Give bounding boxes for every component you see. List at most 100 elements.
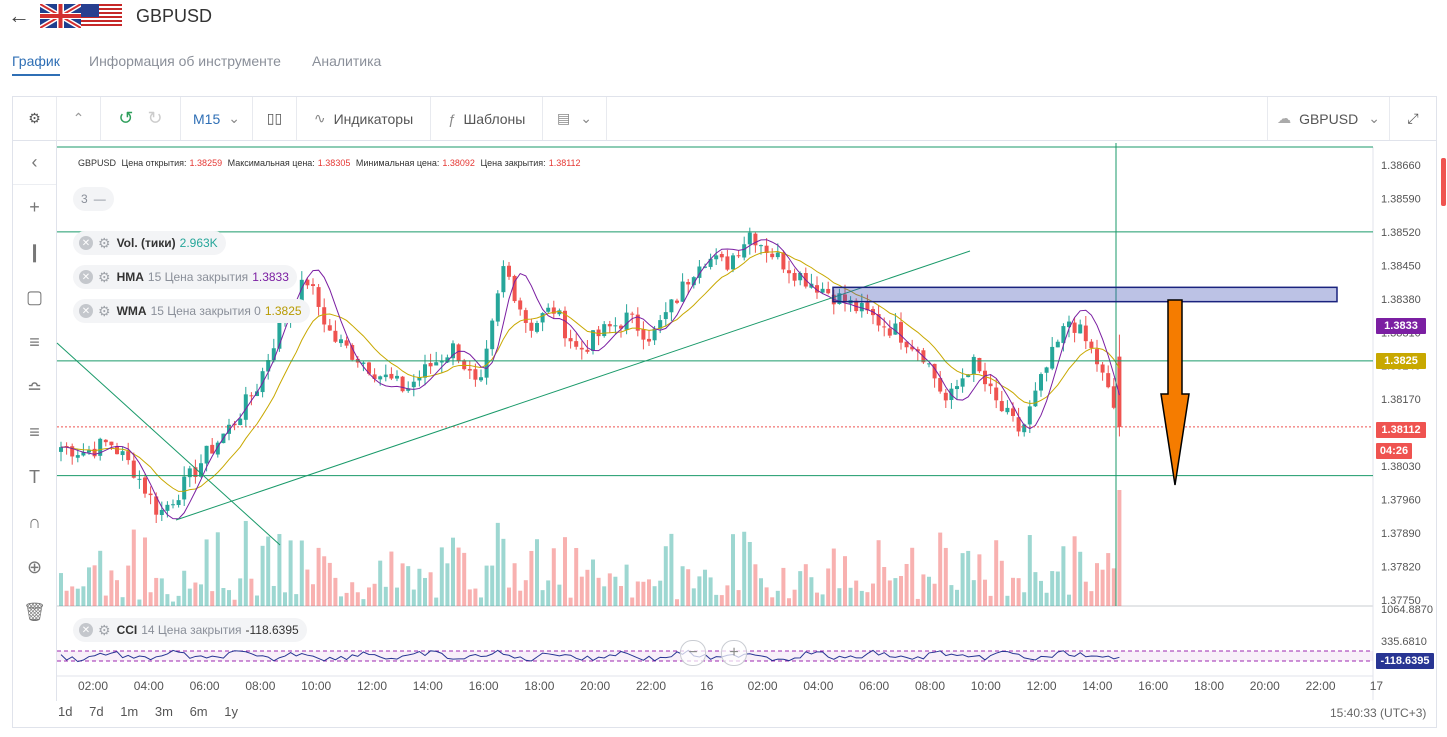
fullscreen-icon[interactable]: ⤢ bbox=[1407, 110, 1419, 126]
channel-tool-icon[interactable]: ≡ bbox=[29, 332, 40, 352]
trash-icon[interactable]: 🗑 bbox=[23, 602, 46, 622]
x-tick-label: 18:00 bbox=[1194, 679, 1224, 693]
candle-body bbox=[439, 361, 444, 363]
legend-cci: ✕ ⚙ CCI 14 Цена закрытия -118.6395 bbox=[73, 618, 307, 642]
volume-bar bbox=[260, 545, 265, 606]
timeframe-select[interactable]: M15 ⌄ bbox=[181, 97, 253, 140]
magnet-icon[interactable]: ∩ bbox=[28, 512, 41, 532]
gear-icon[interactable]: ⚙ bbox=[98, 268, 111, 285]
drawing-tools-bar: ‹ + ❙ ▢ ≡ ≏ ≡ T ∩ ⊕ 🗑 bbox=[13, 141, 57, 701]
volume-bar bbox=[893, 578, 898, 606]
candle-body bbox=[495, 293, 500, 322]
wma-line bbox=[60, 251, 1120, 492]
templates-button[interactable]: ƒ Шаблоны bbox=[431, 97, 543, 140]
range-1d[interactable]: 1d bbox=[58, 704, 73, 719]
range-1m[interactable]: 1m bbox=[120, 704, 139, 719]
candle-type-icon[interactable]: ▯▯ bbox=[253, 97, 297, 140]
volume-bar bbox=[815, 592, 819, 606]
indicators-button[interactable]: ∿ Индикаторы bbox=[297, 97, 431, 140]
gear-icon[interactable]: ⚙ bbox=[98, 234, 111, 251]
volume-bar bbox=[283, 592, 287, 606]
x-tick-label: 02:00 bbox=[78, 679, 108, 693]
range-1y[interactable]: 1y bbox=[224, 704, 238, 719]
text-tool-icon[interactable]: T bbox=[29, 467, 40, 487]
close-icon[interactable]: ✕ bbox=[79, 623, 93, 637]
volume-bar bbox=[820, 594, 825, 606]
crosshair-icon[interactable]: + bbox=[29, 197, 40, 217]
volume-bar bbox=[1050, 571, 1055, 606]
candle-body bbox=[927, 363, 931, 365]
gear-icon[interactable]: ⚙ bbox=[98, 621, 111, 638]
candle-body bbox=[1055, 341, 1060, 348]
volume-bar bbox=[395, 587, 399, 606]
tab-instrument-info[interactable]: Информация об инструменте bbox=[89, 53, 281, 69]
candle-body bbox=[747, 232, 752, 245]
volume-bar bbox=[467, 589, 472, 606]
pattern-tool-icon[interactable]: ≏ bbox=[26, 377, 43, 397]
line-tool-icon[interactable]: ❙ bbox=[26, 242, 43, 262]
settings-gear-icon[interactable]: ⚙ bbox=[13, 97, 57, 140]
candle-body bbox=[1061, 326, 1066, 343]
volume-bar bbox=[518, 590, 523, 606]
volume-bar bbox=[507, 587, 511, 606]
candle-body bbox=[663, 312, 668, 320]
redo-icon[interactable]: ↻ bbox=[147, 108, 163, 128]
close-icon[interactable]: ✕ bbox=[79, 270, 93, 284]
volume-bar bbox=[1111, 568, 1116, 606]
volume-bar bbox=[1095, 563, 1099, 606]
volume-bar bbox=[1027, 535, 1032, 606]
timeframe-label: M15 bbox=[193, 110, 221, 127]
volume-bar bbox=[865, 592, 870, 606]
candle-body bbox=[607, 324, 612, 327]
volume-bar bbox=[563, 537, 567, 606]
undo-redo-group: ↺ ↻ bbox=[101, 97, 181, 140]
x-tick-label: 10:00 bbox=[301, 679, 331, 693]
scrollbar-thumb[interactable] bbox=[1441, 158, 1446, 206]
close-icon[interactable]: ✕ bbox=[79, 236, 93, 250]
calendar-select[interactable]: ▤ ⌄ bbox=[543, 97, 607, 140]
back-arrow-icon[interactable]: ← bbox=[8, 3, 30, 28]
candle-body bbox=[333, 330, 338, 342]
candle-body bbox=[154, 496, 159, 515]
candle-body bbox=[764, 245, 769, 253]
range-3m[interactable]: 3m bbox=[154, 704, 173, 719]
indicator-collapse-pill[interactable]: 3 — bbox=[73, 187, 114, 211]
fibonacci-tool-icon[interactable]: ≡ bbox=[29, 422, 40, 442]
candle-body bbox=[372, 374, 377, 379]
resistance-zone bbox=[832, 286, 1338, 303]
symbol-title: GBPUSD bbox=[136, 6, 213, 26]
volume-bar bbox=[949, 585, 954, 606]
volume-bar bbox=[322, 556, 327, 606]
candle-body bbox=[344, 340, 349, 346]
candle-body bbox=[316, 287, 321, 307]
volume-bar bbox=[64, 590, 69, 606]
tab-analytics[interactable]: Аналитика bbox=[312, 53, 382, 69]
candle-body bbox=[859, 303, 864, 312]
volume-bar bbox=[988, 595, 993, 606]
symbol-select[interactable]: ☁ GBPUSD ⌄ bbox=[1267, 97, 1390, 140]
volume-bar bbox=[255, 595, 259, 606]
volume-bar bbox=[882, 567, 887, 606]
zoom-in-button[interactable]: + bbox=[721, 640, 747, 666]
candle-body bbox=[574, 341, 579, 347]
collapse-up-icon[interactable]: ⌃ bbox=[57, 97, 101, 140]
range-6m[interactable]: 6m bbox=[189, 704, 208, 719]
volume-bar bbox=[243, 520, 248, 606]
x-tick-label: 16 bbox=[700, 679, 714, 693]
range-7d[interactable]: 7d bbox=[89, 704, 104, 719]
candle-body bbox=[350, 344, 355, 360]
candle-body bbox=[792, 272, 797, 281]
legend-hma-params: 15 Цена закрытия bbox=[147, 270, 249, 284]
volume-bar bbox=[607, 573, 612, 606]
undo-icon[interactable]: ↺ bbox=[118, 108, 134, 128]
gear-icon[interactable]: ⚙ bbox=[98, 302, 111, 319]
zoom-in-icon[interactable]: ⊕ bbox=[26, 557, 43, 577]
candle-body bbox=[518, 300, 523, 310]
zoom-out-icon[interactable]: − bbox=[680, 640, 706, 666]
candle-body bbox=[92, 448, 97, 457]
collapse-left-icon[interactable]: ‹ bbox=[13, 141, 56, 185]
candle-body bbox=[255, 391, 259, 397]
tab-chart[interactable]: График bbox=[12, 53, 60, 76]
close-icon[interactable]: ✕ bbox=[79, 304, 93, 318]
rectangle-tool-icon[interactable]: ▢ bbox=[25, 287, 43, 307]
